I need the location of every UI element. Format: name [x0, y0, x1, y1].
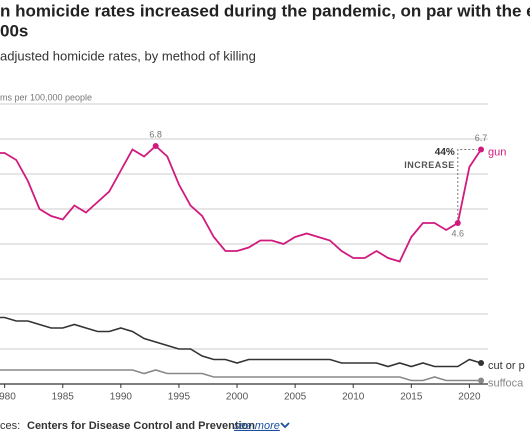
series-label: cut or p: [488, 360, 525, 372]
x-tick-label: 2005: [284, 392, 307, 403]
see-more-link[interactable]: see more: [234, 420, 280, 432]
x-tick-label: 1980: [0, 392, 16, 403]
end-point: [478, 146, 485, 153]
x-tick-label: 2020: [458, 392, 481, 403]
x-tick-label: 2015: [400, 392, 423, 403]
point-label: 4.6: [452, 228, 465, 238]
annotation-dash: [457, 149, 478, 219]
x-tick-label: 1990: [110, 392, 133, 403]
series-label: gun: [488, 146, 506, 158]
end-point: [478, 360, 485, 366]
chart-subtitle: adjusted homicide rates, by method of ki…: [0, 48, 256, 63]
source-label: ces:: [0, 420, 20, 432]
series-label: suffoca: [488, 377, 524, 389]
end-point: [478, 377, 485, 384]
peak-point: [152, 143, 159, 149]
x-tick-label: 1985: [52, 392, 75, 403]
point-label: 6.7: [475, 133, 488, 143]
annotation: 44%: [435, 147, 455, 158]
series-line: [0, 369, 482, 382]
chart-title: n homicide rates increased during the pa…: [0, 1, 530, 20]
series-line: [0, 316, 482, 368]
point: [454, 220, 461, 226]
y-axis-label: ms per 100,000 people: [0, 92, 92, 102]
point-label: 6.8: [149, 129, 162, 139]
chart-title: 00s: [0, 21, 28, 40]
chevron-icon[interactable]: [280, 422, 290, 429]
annotation: INCREASE: [404, 160, 455, 170]
source: Centers for Disease Control and Preventi…: [27, 420, 255, 432]
x-tick-label: 2010: [342, 392, 365, 403]
x-tick-label: 1995: [168, 392, 191, 403]
x-tick-label: 2000: [226, 392, 249, 403]
series-line: [0, 144, 482, 263]
